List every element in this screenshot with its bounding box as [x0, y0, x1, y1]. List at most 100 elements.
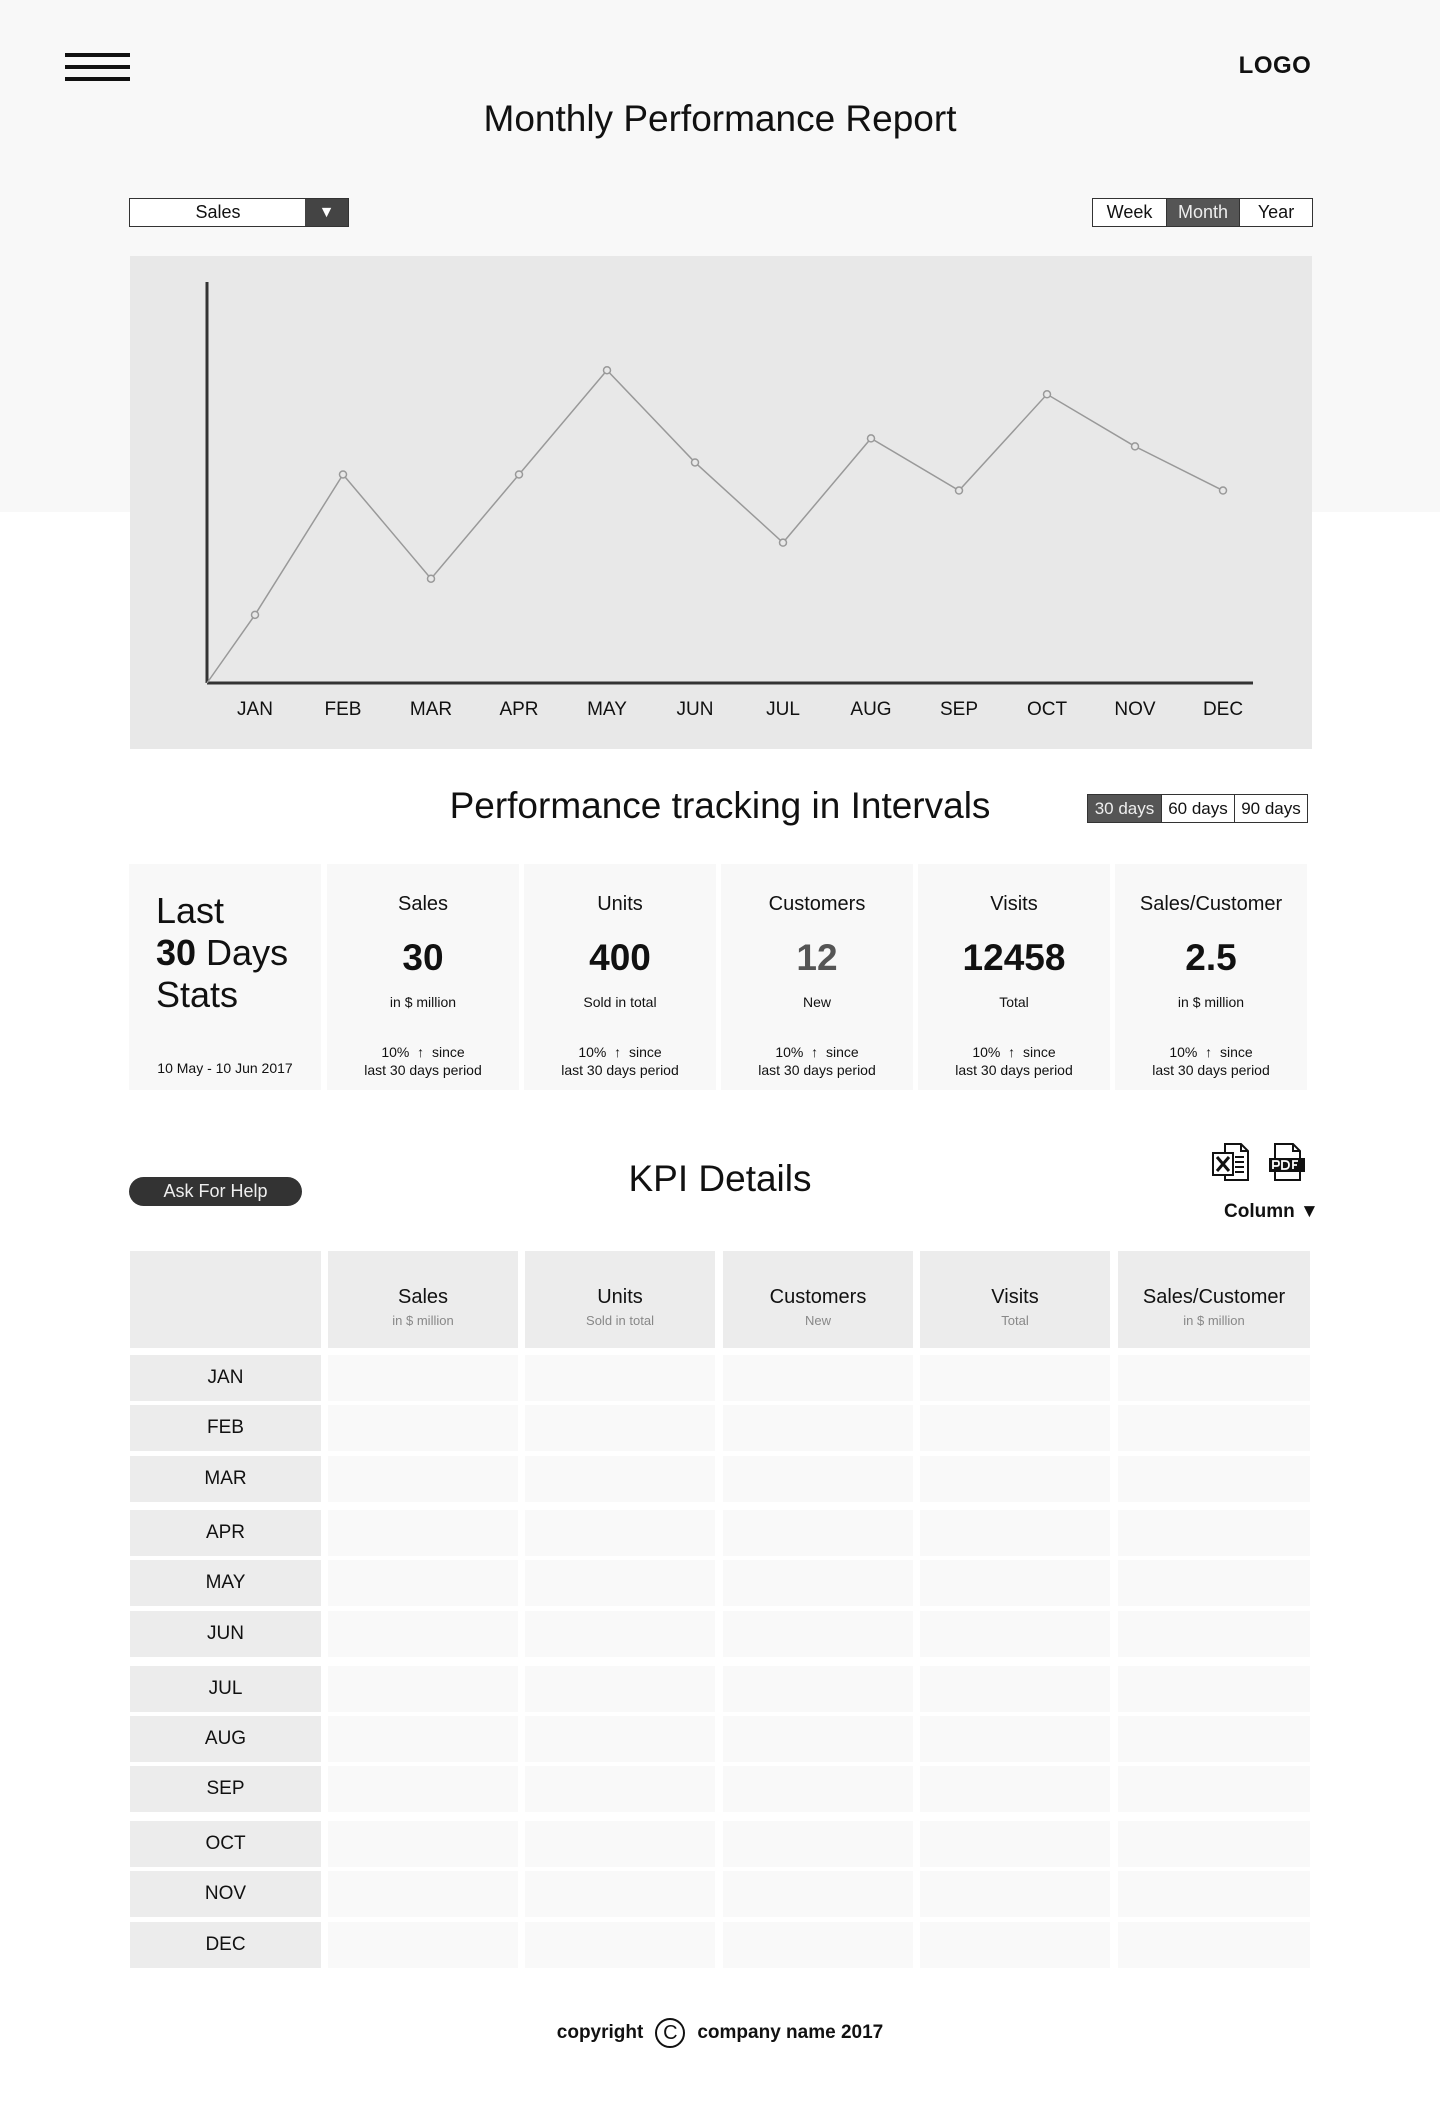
table-cell[interactable]: [723, 1716, 913, 1762]
table-cell[interactable]: [328, 1355, 518, 1401]
table-cell[interactable]: [723, 1666, 913, 1712]
data-point-jun[interactable]: [690, 458, 700, 467]
table-cell[interactable]: [723, 1766, 913, 1812]
table-cell[interactable]: [920, 1560, 1110, 1606]
table-cell[interactable]: [723, 1456, 913, 1502]
table-cell[interactable]: [723, 1355, 913, 1401]
change-period: last 30 days period: [561, 1062, 679, 1078]
table-cell[interactable]: [1118, 1716, 1310, 1762]
table-cell[interactable]: [920, 1666, 1110, 1712]
stat-card-units: Units 400 Sold in total 10% ↑ since last …: [524, 864, 716, 1090]
data-point-jul[interactable]: [778, 538, 788, 547]
table-cell[interactable]: [723, 1922, 913, 1968]
table-cell[interactable]: [328, 1766, 518, 1812]
copyright-label: copyright: [556, 2022, 644, 2043]
stat-value: 12458: [962, 937, 1066, 978]
table-cell[interactable]: [920, 1510, 1110, 1556]
table-cell[interactable]: [920, 1611, 1110, 1657]
data-point-mar[interactable]: [426, 574, 436, 583]
table-cell[interactable]: [328, 1611, 518, 1657]
table-cell[interactable]: [1118, 1560, 1310, 1606]
table-cell[interactable]: [328, 1456, 518, 1502]
column-header-sales[interactable]: Sales in $ million: [328, 1251, 518, 1348]
column-header-visits[interactable]: Visits Total: [920, 1251, 1110, 1348]
data-point-dec[interactable]: [1218, 486, 1228, 495]
pdf-icon[interactable]: [1267, 1141, 1307, 1183]
metric-select[interactable]: Sales ▼: [129, 198, 349, 227]
excel-icon[interactable]: [1211, 1141, 1251, 1183]
data-point-may[interactable]: [602, 365, 612, 375]
table-cell[interactable]: [525, 1510, 715, 1556]
stat-value: 12: [796, 937, 838, 978]
table-cell[interactable]: [328, 1922, 518, 1968]
tab-week[interactable]: Week: [1106, 202, 1153, 222]
table-cell[interactable]: [1118, 1766, 1310, 1812]
table-cell[interactable]: [328, 1871, 518, 1917]
data-point-aug[interactable]: [866, 434, 876, 443]
row-label-dec: DEC: [130, 1922, 321, 1968]
table-cell[interactable]: [525, 1766, 715, 1812]
x-tick-label: DEC: [1203, 699, 1243, 720]
stat-label: Sales/Customer: [1139, 893, 1283, 915]
table-cell[interactable]: [328, 1560, 518, 1606]
table-cell[interactable]: [1118, 1666, 1310, 1712]
table-cell[interactable]: [1118, 1456, 1310, 1502]
table-cell[interactable]: [723, 1871, 913, 1917]
table-cell[interactable]: [723, 1821, 913, 1867]
table-cell[interactable]: [920, 1716, 1110, 1762]
stat-label: Units: [597, 893, 643, 915]
table-cell[interactable]: [328, 1716, 518, 1762]
table-cell[interactable]: [525, 1716, 715, 1762]
data-point-apr[interactable]: [514, 470, 524, 479]
tab-60-days[interactable]: 60 days: [1161, 795, 1234, 822]
data-point-sep[interactable]: [954, 486, 964, 495]
table-cell[interactable]: [920, 1922, 1110, 1968]
tab-30-days[interactable]: 30 days: [1088, 795, 1161, 822]
column-header-units[interactable]: Units Sold in total: [525, 1251, 715, 1348]
table-cell[interactable]: [920, 1871, 1110, 1917]
stats-summary-card: Last 30 Days Stats 10 May - 10 Jun 2017: [129, 864, 321, 1090]
chevron-down-icon[interactable]: ▼: [305, 199, 348, 226]
tab-year[interactable]: Year: [1239, 199, 1312, 226]
table-cell[interactable]: [1118, 1611, 1310, 1657]
data-point-jan[interactable]: [250, 610, 260, 620]
table-cell[interactable]: [920, 1821, 1110, 1867]
table-cell[interactable]: [920, 1456, 1110, 1502]
table-cell[interactable]: [525, 1456, 715, 1502]
table-cell[interactable]: [920, 1355, 1110, 1401]
table-cell[interactable]: [525, 1355, 715, 1401]
table-cell[interactable]: [525, 1666, 715, 1712]
table-cell[interactable]: [328, 1821, 518, 1867]
tab-month[interactable]: Month: [1166, 199, 1239, 226]
table-cell[interactable]: [723, 1560, 913, 1606]
table-cell[interactable]: [328, 1405, 518, 1451]
data-point-feb[interactable]: [338, 470, 348, 479]
ask-for-help-button[interactable]: Ask For Help: [129, 1177, 302, 1206]
table-cell[interactable]: [328, 1666, 518, 1712]
table-cell[interactable]: [328, 1510, 518, 1556]
table-cell[interactable]: [1118, 1922, 1310, 1968]
column-header-sales-per-customer[interactable]: Sales/Customer in $ million: [1118, 1251, 1310, 1348]
table-cell[interactable]: [920, 1405, 1110, 1451]
table-cell[interactable]: [920, 1766, 1110, 1812]
hamburger-icon[interactable]: [65, 53, 130, 82]
data-point-oct[interactable]: [1042, 390, 1052, 399]
table-cell[interactable]: [525, 1405, 715, 1451]
table-cell[interactable]: [723, 1405, 913, 1451]
table-cell[interactable]: [1118, 1510, 1310, 1556]
table-cell[interactable]: [723, 1510, 913, 1556]
table-cell[interactable]: [525, 1871, 715, 1917]
table-cell[interactable]: [723, 1611, 913, 1657]
table-cell[interactable]: [1118, 1821, 1310, 1867]
table-cell[interactable]: [525, 1922, 715, 1968]
column-header-customers[interactable]: Customers New: [723, 1251, 913, 1348]
data-point-nov[interactable]: [1130, 442, 1140, 451]
table-cell[interactable]: [1118, 1871, 1310, 1917]
table-cell[interactable]: [1118, 1355, 1310, 1401]
column-dropdown[interactable]: Column ▼: [1224, 1201, 1319, 1222]
table-cell[interactable]: [525, 1560, 715, 1606]
table-cell[interactable]: [525, 1821, 715, 1867]
table-cell[interactable]: [1118, 1405, 1310, 1451]
tab-90-days[interactable]: 90 days: [1234, 795, 1307, 822]
table-cell[interactable]: [525, 1611, 715, 1657]
